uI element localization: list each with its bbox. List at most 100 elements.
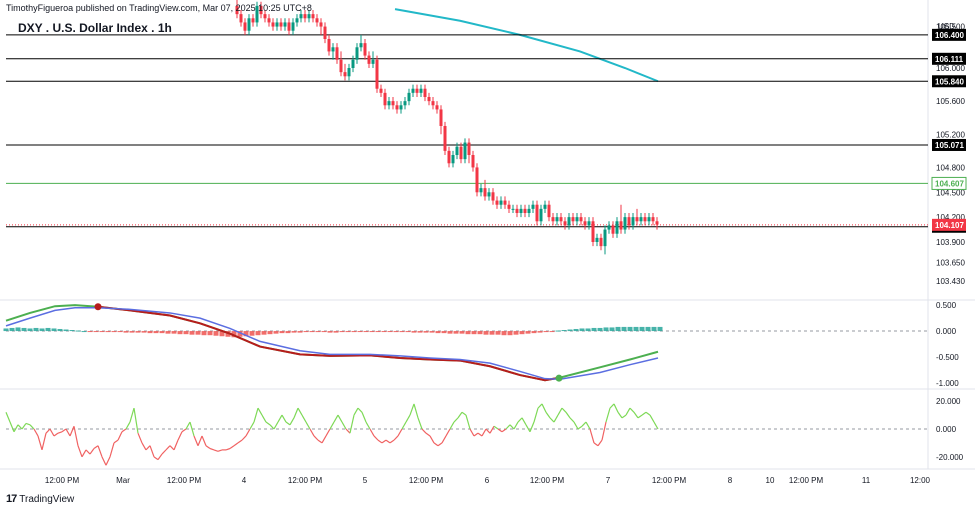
level-price-tag [931, 176, 967, 190]
oscillator-segment [177, 431, 183, 441]
oscillator-segment [309, 428, 315, 437]
candle-body [255, 5, 259, 23]
symbol-title[interactable]: DXY . U.S. Dollar Index . 1h [18, 21, 172, 35]
oscillator-segment [325, 428, 331, 437]
time-tick-label: 12:00 PM [288, 476, 323, 485]
histogram-bar [417, 331, 423, 333]
candle-body [591, 221, 595, 242]
histogram-bar [423, 331, 429, 333]
oscillator-segment [525, 424, 531, 433]
histogram-bar [27, 328, 33, 332]
oscillator-segment [77, 445, 83, 458]
candle-body [603, 229, 607, 247]
histogram-bar [411, 331, 417, 333]
oscillator-segment [53, 432, 59, 437]
histogram-bar [537, 331, 543, 333]
moving-average-line [394, 8, 659, 83]
candle-body [359, 43, 363, 48]
oscillator-segment [341, 421, 347, 430]
oscillator-segment [561, 407, 567, 413]
candle-body [271, 22, 275, 27]
candle-body [599, 237, 603, 247]
oscillator-segment [209, 447, 215, 451]
signal-dot [555, 374, 563, 382]
histogram-bar [81, 331, 87, 333]
oscillator-segment [593, 442, 599, 447]
time-tick-label: 12:00 PM [409, 476, 444, 485]
oscillator-segment [257, 407, 263, 416]
tradingview-watermark[interactable]: 17 TradingView [6, 493, 74, 505]
candle-body [567, 217, 571, 226]
candle-body [315, 18, 319, 23]
histogram-bar [525, 331, 531, 334]
histogram-bar [645, 326, 651, 332]
wavetrend-series-line [97, 305, 561, 382]
oscillator-segment [389, 439, 395, 444]
histogram-bar [495, 331, 501, 335]
oscillator-segment [149, 445, 155, 458]
oscillator-segment [181, 428, 187, 433]
candle-body [351, 59, 355, 68]
candle-body [347, 68, 351, 77]
oscillator-tick-label: -20.000 [936, 453, 964, 462]
oscillator-segment [381, 439, 387, 444]
candle-body [511, 208, 515, 210]
oscillator-segment [517, 417, 523, 423]
histogram-bar [309, 331, 315, 333]
candle-body [259, 5, 263, 15]
oscillator-segment [537, 403, 543, 409]
histogram-bar [465, 331, 471, 335]
histogram-bar [15, 327, 21, 332]
candle-body [559, 217, 563, 222]
candle-body [403, 101, 407, 106]
histogram-bar [651, 326, 657, 332]
time-tick-label: 10 [766, 476, 775, 485]
candle-body [239, 14, 243, 23]
histogram-bar [585, 328, 591, 332]
histogram-bar [435, 331, 441, 334]
oscillator-segment [205, 445, 211, 449]
candle-body [527, 208, 531, 213]
histogram-bar [231, 331, 237, 338]
wavetrend-series-line [5, 307, 659, 380]
time-axis[interactable]: 12:00 PM Mar 12:00 PM 4 12:00 PM 5 12:00 PM 6 12… [45, 476, 931, 485]
histogram-bar [369, 331, 375, 333]
histogram-bar [639, 326, 645, 332]
candle-body [419, 88, 423, 93]
candle-body [463, 142, 467, 160]
histogram-bar [621, 326, 627, 332]
oscillator-segment [377, 439, 383, 444]
histogram-bar [99, 331, 105, 333]
oscillator-segment [305, 421, 311, 430]
histogram-bar [213, 331, 219, 336]
oscillator-segment [457, 411, 463, 419]
oscillator-segment [453, 417, 459, 423]
oscillator-segment [617, 411, 623, 419]
histogram-bar [351, 331, 357, 333]
histogram-bar [255, 331, 261, 336]
histogram-bar [627, 326, 633, 332]
oscillator-segment [237, 439, 243, 444]
histogram-bar [51, 328, 57, 332]
candle-body [355, 47, 359, 60]
oscillator-segment [69, 425, 75, 437]
histogram-bar [657, 326, 663, 332]
oscillator-segment [385, 439, 391, 444]
oscillator-segment [529, 421, 535, 433]
histogram-bar [609, 327, 615, 332]
oscillator-segment [569, 417, 575, 423]
oscillator-segment [449, 421, 455, 430]
histogram-bar [117, 331, 123, 333]
histogram-bar [597, 327, 603, 332]
histogram-bar [603, 327, 609, 332]
oscillator-segment [217, 449, 223, 452]
candle-body [523, 208, 527, 213]
oscillator-segment [269, 424, 275, 430]
candle-body [303, 14, 307, 19]
candle-body [471, 155, 475, 168]
histogram-bar [87, 331, 93, 333]
histogram-bar [165, 331, 171, 334]
candle-body [539, 208, 543, 222]
candle-body [575, 217, 579, 222]
